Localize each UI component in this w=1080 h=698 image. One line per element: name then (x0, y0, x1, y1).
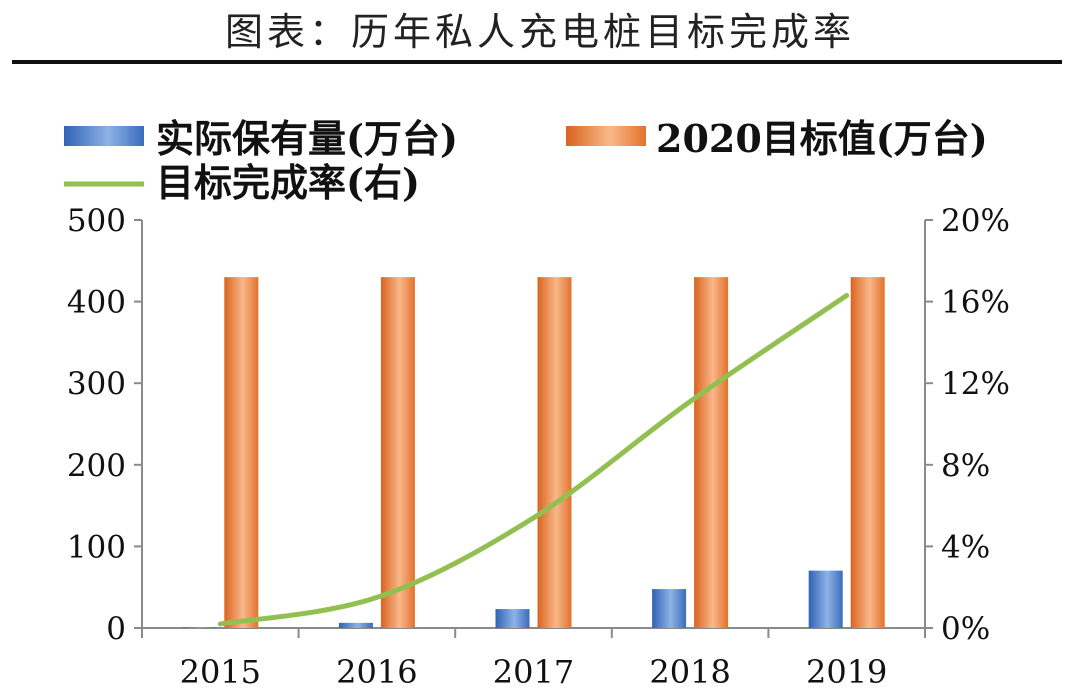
bars (182, 277, 885, 628)
left-tick-label: 500 (67, 203, 126, 239)
target-bar (537, 277, 572, 628)
right-tick-label: 0% (941, 611, 990, 647)
left-axis-ticks: 0 100 200 300 400 500 (67, 203, 142, 647)
right-tick-label: 12% (941, 366, 1010, 402)
left-tick-label: 300 (67, 366, 126, 402)
actual-bar (182, 627, 217, 628)
left-tick-label: 100 (67, 529, 126, 565)
legend-label-rate: 目标完成率(右) (156, 160, 420, 205)
target-bar (694, 277, 729, 628)
right-axis-ticks: 0% 4% 8% 12% 16% 20% (925, 203, 1010, 647)
left-tick-label: 200 (67, 448, 126, 484)
right-tick-label: 20% (941, 203, 1010, 239)
right-tick-label: 8% (941, 448, 990, 484)
target-bar (380, 277, 415, 628)
actual-bar (652, 589, 687, 628)
x-tick-label: 2017 (493, 653, 574, 691)
x-tick-label: 2015 (180, 653, 261, 691)
target-bar (224, 277, 259, 628)
x-tick-label: 2019 (806, 653, 887, 691)
legend-label-actual: 实际保有量(万台) (156, 116, 458, 161)
right-tick-label: 16% (941, 285, 1010, 321)
rate-line-layer (217, 292, 850, 627)
x-tick-label: 2018 (649, 653, 730, 691)
right-tick-label: 4% (941, 529, 990, 565)
legend: 实际保有量(万台) 2020目标值(万台) 目标完成率(右) (64, 116, 988, 205)
actual-bar (808, 570, 843, 628)
legend-label-target: 2020目标值(万台) (656, 116, 988, 161)
target-bar (850, 277, 885, 628)
x-tick-label: 2016 (336, 653, 417, 691)
rate-line (217, 292, 850, 627)
legend-swatch-target (566, 126, 646, 146)
actual-bar (338, 622, 373, 628)
actual-bar (495, 609, 530, 628)
left-tick-label: 400 (67, 285, 126, 321)
chart-title: 图表：历年私人充电桩目标完成率 (225, 10, 855, 54)
legend-swatch-actual (64, 126, 144, 146)
x-axis-ticks: 2015 2016 2017 2018 2019 (141, 628, 926, 691)
left-tick-label: 0 (106, 611, 126, 647)
